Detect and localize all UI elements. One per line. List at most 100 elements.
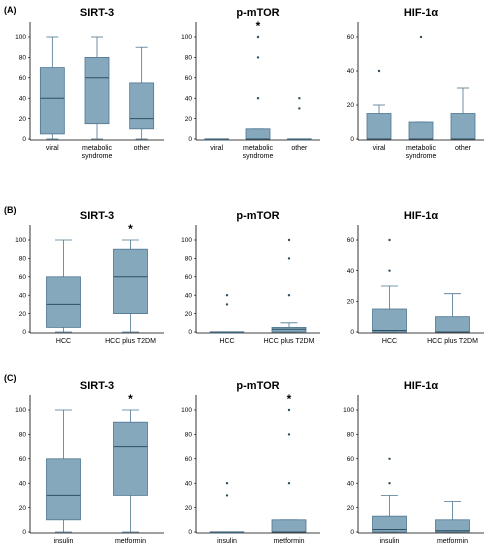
chart-4: p-mTOR 0 20 40 60 80 100 HCC HCC plus T2DM bbox=[181, 210, 320, 345]
outlier-point bbox=[287, 257, 291, 260]
box-0 bbox=[39, 36, 65, 140]
box-iqr bbox=[435, 316, 470, 333]
y-tick-label: 0 bbox=[22, 136, 26, 143]
outlier-point bbox=[256, 56, 260, 59]
chart-1: p-mTOR 0 20 40 60 80 100 viral metabolic syndrome… bbox=[181, 7, 320, 160]
y-tick-label: 0 bbox=[22, 329, 26, 336]
category-label: viral bbox=[373, 145, 386, 152]
outlier-point bbox=[225, 494, 229, 497]
box-0 bbox=[209, 482, 245, 534]
y-tick-label: 40 bbox=[347, 268, 355, 275]
y-tick-label: 40 bbox=[19, 480, 27, 487]
outlier-point bbox=[287, 294, 291, 297]
box-iqr bbox=[271, 519, 307, 533]
y-tick-label: 100 bbox=[343, 407, 354, 414]
outlier-point bbox=[287, 433, 291, 436]
box-0 bbox=[46, 409, 81, 533]
category-label-line: metformin bbox=[273, 538, 304, 545]
category-label: viral bbox=[46, 145, 59, 152]
outlier-point bbox=[287, 238, 291, 242]
y-tick-label: 100 bbox=[15, 34, 26, 41]
y-tick-label: 80 bbox=[19, 256, 27, 263]
y-tick-label: 80 bbox=[185, 256, 193, 263]
box-iqr bbox=[450, 113, 476, 140]
outlier-point bbox=[419, 35, 423, 39]
category-label: metformin bbox=[273, 538, 304, 545]
box-iqr bbox=[372, 515, 407, 533]
y-tick-label: 60 bbox=[185, 456, 193, 463]
chart-6: SIRT-3 0 20 40 60 80 100 insulin metformin * bbox=[15, 380, 164, 545]
box-2 bbox=[450, 87, 476, 140]
category-label-line: HCC plus T2DM bbox=[105, 338, 156, 345]
outlier-point bbox=[388, 457, 391, 460]
category-label: insulin bbox=[380, 538, 400, 545]
chart-title: SIRT-3 bbox=[80, 210, 114, 222]
category-label: insulin bbox=[217, 538, 237, 545]
box-iqr bbox=[435, 519, 470, 533]
y-tick-label: 100 bbox=[15, 407, 26, 414]
category-label: HCC bbox=[382, 338, 397, 345]
y-tick-label: 20 bbox=[185, 116, 193, 123]
category-label: other bbox=[291, 145, 308, 152]
y-tick-label: 60 bbox=[347, 456, 355, 463]
y-tick-label: 0 bbox=[22, 529, 26, 536]
outlier-point bbox=[298, 97, 301, 100]
y-tick-label: 60 bbox=[185, 274, 193, 281]
box-0 bbox=[366, 69, 392, 140]
outlier-point bbox=[388, 482, 391, 485]
significance-star: * bbox=[256, 19, 261, 33]
category-label: metformin bbox=[437, 538, 468, 545]
category-label-line: other bbox=[455, 145, 472, 152]
outlier-point bbox=[225, 303, 229, 306]
category-label-line: HCC plus T2DM bbox=[427, 338, 478, 345]
y-tick-label: 100 bbox=[181, 34, 192, 41]
category-label-line: HCC bbox=[56, 338, 71, 345]
y-tick-label: 60 bbox=[19, 75, 27, 82]
y-tick-label: 20 bbox=[347, 299, 355, 306]
box-iqr bbox=[245, 128, 271, 140]
chart-title: p-mTOR bbox=[236, 210, 279, 222]
y-tick-label: 80 bbox=[347, 432, 355, 439]
category-label: viral bbox=[210, 145, 223, 152]
y-tick-label: 0 bbox=[350, 136, 354, 143]
chart-3: SIRT-3 0 20 40 60 80 100 HCC HCC plus T2DM * bbox=[15, 210, 164, 345]
category-label: HCC plus T2DM bbox=[105, 338, 156, 345]
y-tick-label: 40 bbox=[185, 292, 193, 299]
category-label: HCC bbox=[219, 338, 234, 345]
y-tick-label: 0 bbox=[350, 329, 354, 336]
box-2 bbox=[129, 46, 155, 140]
box-1 bbox=[408, 35, 434, 140]
box-iqr bbox=[366, 113, 392, 140]
panel-label-a: (A) bbox=[4, 5, 17, 15]
category-label-line: HCC bbox=[382, 338, 397, 345]
box-iqr bbox=[46, 276, 81, 328]
y-tick-label: 20 bbox=[347, 505, 355, 512]
y-tick-label: 100 bbox=[181, 237, 192, 244]
category-label-line: insulin bbox=[217, 538, 237, 545]
chart-title: HIF-1α bbox=[404, 380, 439, 392]
box-iqr bbox=[113, 421, 148, 496]
y-tick-label: 80 bbox=[185, 55, 193, 62]
category-label: metformin bbox=[115, 538, 146, 545]
box-iqr bbox=[372, 308, 407, 333]
box-1 bbox=[84, 36, 110, 140]
chart-title: p-mTOR bbox=[236, 7, 279, 19]
chart-7: p-mTOR 0 20 40 60 80 100 insulin metformin * bbox=[181, 380, 320, 545]
category-label-line: viral bbox=[46, 145, 59, 152]
chart-title: HIF-1α bbox=[404, 7, 439, 19]
chart-0: SIRT-3 0 20 40 60 80 100 viral metabolic syndrome… bbox=[15, 7, 164, 160]
chart-title: p-mTOR bbox=[236, 380, 279, 392]
category-label: HCC plus T2DM bbox=[264, 338, 315, 345]
y-tick-label: 60 bbox=[185, 75, 193, 82]
category-label-line: HCC bbox=[219, 338, 234, 345]
y-tick-label: 40 bbox=[347, 480, 355, 487]
chart-2: HIF-1α 0 20 40 60 viral metabolic syndrome other bbox=[347, 7, 484, 160]
box-1 bbox=[113, 409, 148, 533]
chart-8: HIF-1α 0 20 40 60 80 100 insulin metformin bbox=[343, 380, 484, 545]
category-label-line: HCC plus T2DM bbox=[264, 338, 315, 345]
category-label-line: viral bbox=[373, 145, 386, 152]
outlier-point bbox=[256, 35, 260, 39]
y-tick-label: 80 bbox=[19, 432, 27, 439]
